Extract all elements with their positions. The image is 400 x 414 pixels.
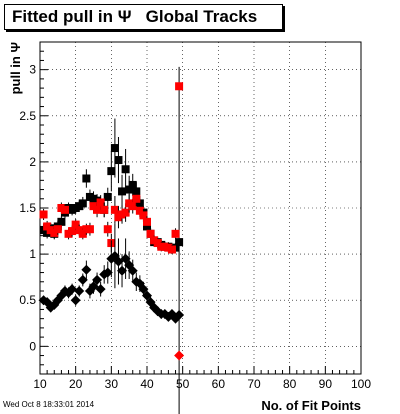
data-point-square (121, 208, 130, 217)
data-point-square (57, 217, 66, 226)
data-point-square (135, 199, 144, 208)
y-tick-label: 3 (29, 63, 36, 77)
data-point-diamond (117, 265, 128, 276)
x-tick-label: 40 (140, 377, 154, 391)
data-point-square (143, 217, 151, 226)
data-point-diamond (120, 253, 131, 264)
chart-title-box: Fitted pull in Ψ Global Tracks (4, 4, 283, 30)
x-axis-label: No. of Fit Points (261, 398, 361, 413)
data-point-square (85, 225, 94, 234)
plot-marks (38, 66, 185, 414)
data-point-diamond (92, 274, 103, 285)
data-point-diamond (174, 309, 185, 320)
data-point-square (121, 165, 130, 174)
data-point-diamond (81, 264, 92, 275)
data-point-diamond (102, 267, 113, 278)
data-point-square (103, 225, 112, 234)
plot-grid (39, 42, 362, 374)
chart-title: Fitted pull in Ψ Global Tracks (12, 7, 258, 26)
x-tick-label: 90 (319, 377, 333, 391)
data-point-square (96, 198, 105, 207)
data-point-square (128, 180, 137, 189)
y-axis-label: pull in Ψ (8, 42, 23, 94)
data-point-square (71, 220, 80, 229)
data-point-square (128, 202, 137, 211)
y-tick-label: 1 (29, 247, 36, 261)
y-tick-label: 2.5 (19, 109, 36, 123)
data-point-square (132, 194, 141, 203)
data-point-diamond (77, 274, 88, 285)
data-point-square (171, 229, 180, 238)
timestamp-label: Wed Oct 8 18:33:01 2014 (3, 400, 95, 409)
y-tick-label: 0.5 (19, 293, 36, 307)
data-point-square (107, 167, 116, 176)
data-point-square (100, 205, 109, 214)
data-point-square (175, 238, 184, 247)
data-point-square (118, 187, 127, 196)
x-tick-label: 50 (176, 377, 190, 391)
data-point-diamond (74, 286, 85, 296)
y-tick-label: 0 (29, 339, 36, 353)
x-tick-label: 10 (33, 377, 47, 391)
data-point-square (78, 199, 87, 208)
data-point-square (167, 245, 176, 254)
data-point-square (103, 192, 112, 201)
data-point-diamond (174, 350, 185, 361)
data-point-square (82, 174, 91, 183)
y-tick-label: 2 (29, 155, 36, 169)
x-tick-label: 80 (283, 377, 297, 391)
data-point-square (78, 229, 87, 238)
x-tick-label: 70 (247, 377, 261, 391)
data-point-square (53, 225, 62, 234)
data-point-square (60, 205, 69, 214)
plot-axes: 10 20 30 40 50 60 70 80 90 100 0 0.5 1 1.5 2 2.5 3 No. of… (8, 41, 371, 413)
x-tick-label: 100 (351, 377, 371, 391)
x-tick-label: 30 (105, 377, 119, 391)
data-point-square (139, 211, 148, 220)
data-point-square (114, 156, 123, 165)
data-point-square (110, 144, 119, 153)
y-tick-label: 1.5 (19, 201, 36, 215)
data-point-square (125, 185, 134, 194)
data-point-diamond (67, 284, 78, 295)
data-point-diamond (95, 284, 106, 295)
data-point-diamond (138, 284, 149, 295)
data-point-diamond (109, 250, 120, 261)
x-tick-label: 60 (212, 377, 226, 391)
data-point-diamond (142, 290, 152, 301)
data-point-diamond (127, 265, 138, 276)
data-point-square (93, 205, 102, 214)
data-point-diamond (70, 295, 81, 306)
x-tick-label: 20 (69, 377, 83, 391)
data-point-square (175, 82, 184, 91)
data-point-square (146, 229, 155, 238)
data-point-square (110, 205, 119, 214)
data-point-square (39, 210, 48, 219)
data-point-square (135, 206, 144, 215)
data-point-square (68, 227, 77, 236)
